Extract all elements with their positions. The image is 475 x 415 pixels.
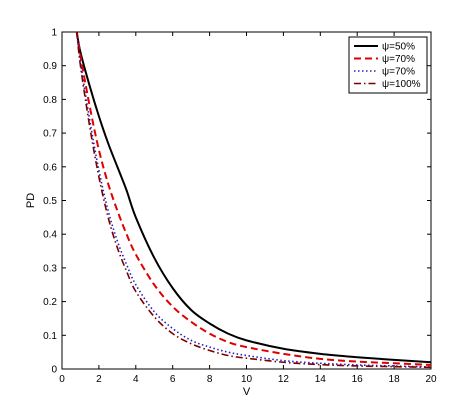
y-tick-label: 0.6: [43, 162, 57, 173]
x-tick-label: 0: [59, 374, 65, 385]
x-tick-label: 8: [207, 374, 213, 385]
legend-label-3: ψ=70%: [382, 67, 415, 78]
series-line-3: [75, 31, 432, 368]
x-tick-label: 2: [96, 374, 102, 385]
series-line-4: [75, 31, 432, 369]
y-tick-label: 0.5: [43, 196, 57, 207]
y-tick-label: 0.3: [43, 263, 57, 274]
x-tick-label: 14: [315, 374, 327, 385]
x-tick-label: 10: [241, 374, 253, 385]
x-tick-label: 20: [425, 374, 437, 385]
series-line-2: [75, 31, 432, 366]
y-tick-label: 0.9: [43, 61, 57, 72]
y-tick-label: 0.4: [43, 230, 57, 241]
axis-tick-labels: 0 2 4 6 8 10 12 14 16 18 20 0 0.1 0.2 0.3 0.4 0.5 0.6 0.7 0…: [43, 28, 437, 386]
y-tick-label: 0: [51, 365, 57, 376]
y-tick-label: 0.8: [43, 95, 57, 106]
x-tick-label: 4: [133, 374, 139, 385]
series-layer: [75, 31, 432, 369]
axis-ticks: [61, 31, 432, 370]
y-axis-label: PD: [25, 193, 37, 208]
y-tick-label: 0.7: [43, 129, 57, 140]
series-line-1: [75, 31, 432, 364]
legend: ψ=50%ψ=70%ψ=70%ψ=100%: [348, 36, 428, 94]
x-tick-label: 16: [352, 374, 364, 385]
x-tick-label: 6: [170, 374, 176, 385]
legend-label-1: ψ=50%: [382, 42, 415, 53]
x-tick-label: 12: [278, 374, 290, 385]
x-tick-label: 18: [389, 374, 401, 385]
legend-label-4: ψ=100%: [382, 79, 421, 90]
y-tick-label: 0.1: [43, 331, 57, 342]
y-tick-label: 0.2: [43, 297, 57, 308]
legend-label-2: ψ=70%: [382, 54, 415, 65]
x-axis-label: V: [243, 386, 251, 398]
y-tick-label: 1: [51, 28, 57, 39]
